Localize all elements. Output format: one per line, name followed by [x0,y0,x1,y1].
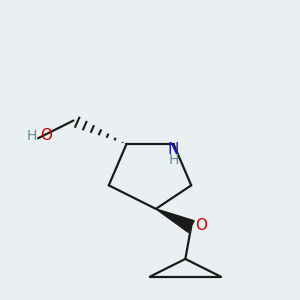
Text: O: O [195,218,207,233]
Text: N: N [168,142,179,158]
Text: O: O [40,128,52,143]
Text: H: H [26,129,37,143]
Polygon shape [156,209,194,232]
Text: H: H [168,153,179,167]
